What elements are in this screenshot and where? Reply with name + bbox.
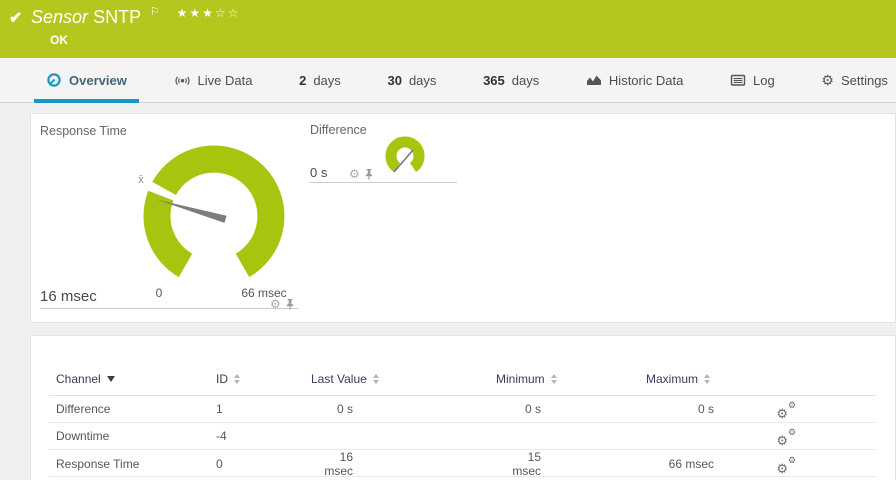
active-tab-underline [34,99,139,103]
channel-id: -4 [216,429,227,443]
channel-last-value: 0 s [336,402,353,416]
column-header-id[interactable]: ID [216,372,311,386]
sort-icon [372,374,379,384]
column-header-last-value[interactable]: Last Value [311,372,496,386]
area-chart-icon [586,75,601,85]
tab-log[interactable]: Log [724,58,781,102]
status-ok-check-icon: ✔ [9,10,23,27]
tab-overview[interactable]: Overview [34,58,139,103]
column-header-minimum[interactable]: Minimum [496,372,646,386]
sensor-name: SNTP [93,7,141,27]
channel-maximum: 66 msec [668,457,714,471]
table-row: Difference 1 0 s 0 s 0 s ⚙ ⚙ [49,396,876,423]
response-time-value: 16 msec [40,288,97,305]
tab-365-days[interactable]: 365 days [483,72,540,88]
channel-name: Difference [56,402,111,416]
table-header-row: Channel ID Last Value Minimum Maximum [49,363,876,396]
channel-minimum: 15 msec [512,450,541,478]
channel-id: 0 [216,457,223,471]
difference-gauge-title: Difference [310,123,367,137]
gauge-needle [156,199,227,223]
gauge-scale-max: 66 msec [241,286,286,300]
tab-30-days[interactable]: 30 days [387,72,437,88]
column-header-maximum[interactable]: Maximum [646,372,746,386]
gauge-settings-gear-icon[interactable]: ⚙ [270,297,281,311]
gauge-icon [47,73,61,87]
sort-icon [550,374,557,384]
pin-icon[interactable] [285,298,295,310]
sensor-type-label: Sensor [31,7,89,27]
sort-desc-icon [106,376,115,382]
status-badge: OK [50,33,68,47]
table-row: Downtime -4 ⚙ ⚙ [49,423,876,450]
divider [309,182,457,183]
tab-2-days[interactable]: 2 days [299,72,341,88]
response-time-gauge-actions: ⚙ [270,298,295,310]
page-title: Sensor SNTP ⚐ ★★★☆☆ [31,5,240,28]
channel-name: Downtime [56,429,110,443]
difference-gauge [385,136,425,173]
divider [40,308,298,309]
sensor-header: ✔ Sensor SNTP ⚐ ★★★☆☆ OK [0,0,896,58]
response-time-gauge: x̄ 0 66 msec [138,145,287,300]
log-list-icon [730,74,746,86]
gauge-average-marker: x̄ [138,174,144,186]
tab-live-data[interactable]: Live Data [168,58,259,102]
response-time-gauge-title: Response Time [40,124,127,138]
tab-historic-data[interactable]: Historic Data [580,58,689,102]
column-header-channel[interactable]: Channel [56,372,216,386]
sort-icon [234,374,240,384]
gear-icon: ⚙ [821,72,834,88]
flag-icon[interactable]: ⚐ [149,6,160,18]
channel-id: 1 [216,402,223,416]
difference-gauge-actions: ⚙ [349,168,374,180]
sort-icon [704,374,711,384]
channels-panel: Channel ID Last Value Minimum Maximum [30,335,896,480]
tab-bar: Overview Live Data 2 days 30 days 365 da… [0,58,896,103]
tab-settings[interactable]: ⚙ Settings [821,72,888,88]
channel-minimum: 0 s [524,402,541,416]
channel-name: Response Time [56,457,140,471]
gauges-panel: Response Time x̄ 0 66 msec 16 msec ⚙ Dif… [30,113,896,323]
gauge-settings-gear-icon[interactable]: ⚙ [349,167,360,181]
gauge-needle [393,149,414,173]
pin-icon[interactable] [364,168,374,180]
difference-value: 0 s [310,165,328,180]
channels-table: Channel ID Last Value Minimum Maximum [31,363,895,478]
channel-maximum: 0 s [697,402,714,416]
channel-last-value: 16 msec [324,450,353,478]
priority-stars[interactable]: ★★★☆☆ [176,6,241,20]
gauge-scale-min: 0 [156,286,163,300]
table-row: Response Time 0 16 msec 15 msec 66 msec … [49,450,876,478]
live-data-icon [174,76,190,85]
